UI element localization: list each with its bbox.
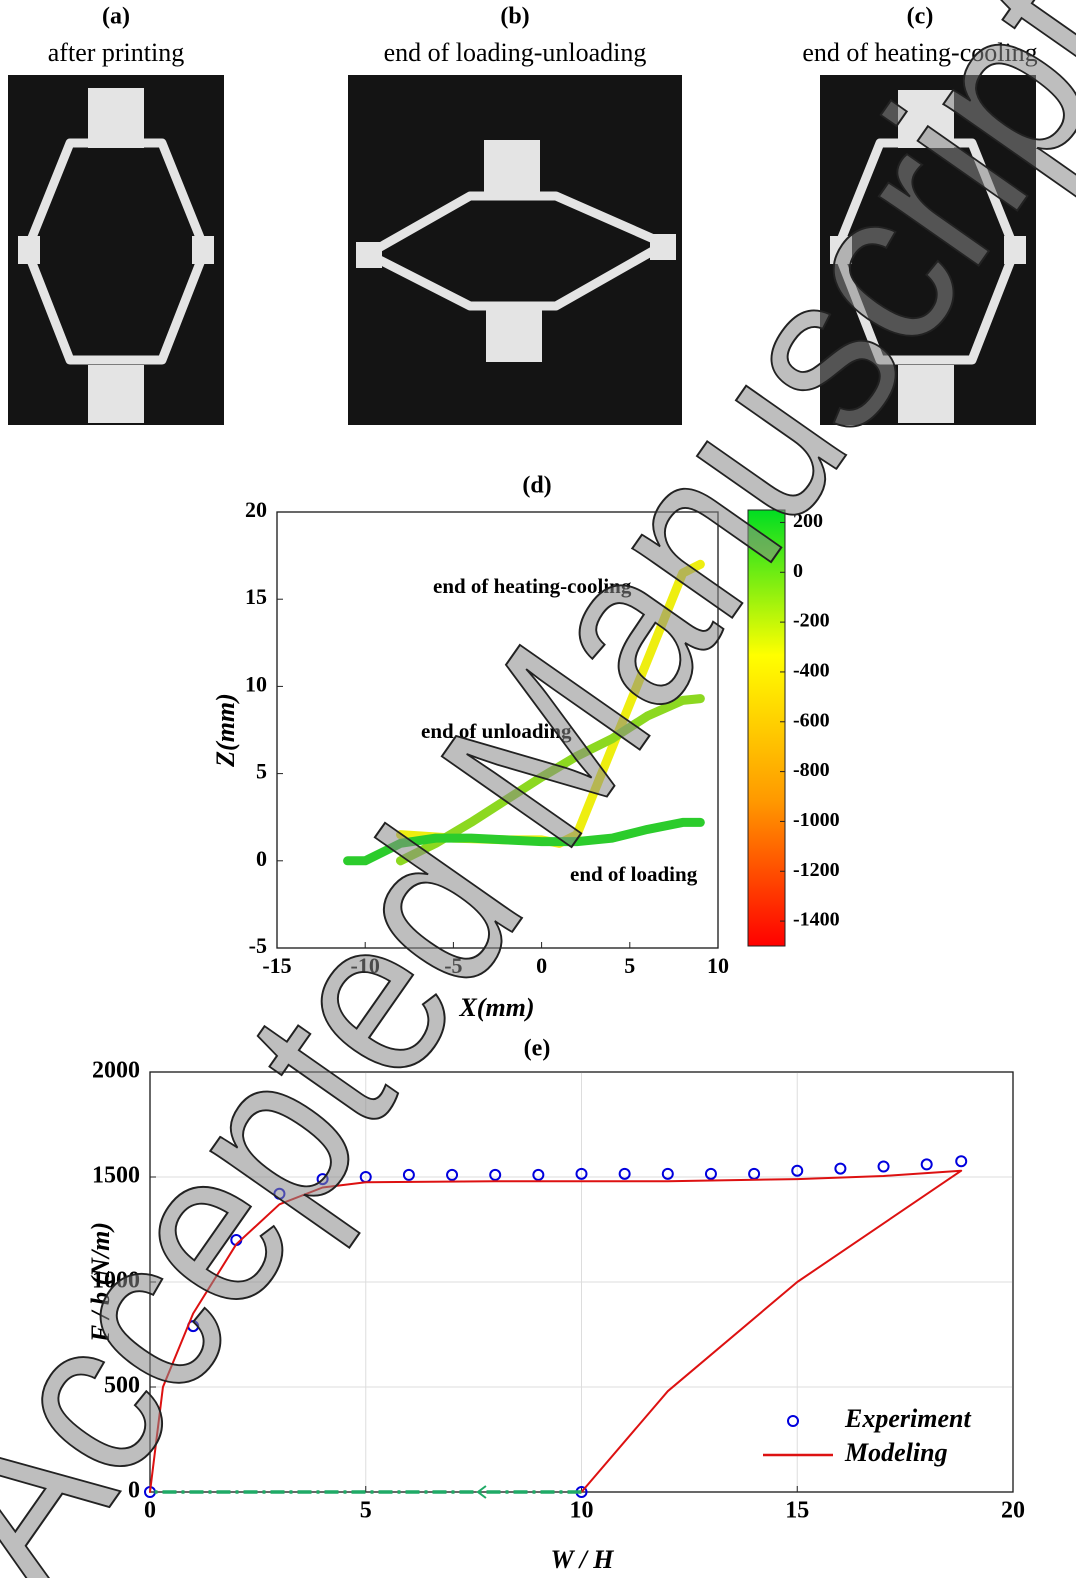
data-point [877, 1160, 890, 1173]
panel-caption: end of heating-cooling [802, 38, 1037, 67]
y-axis-label: F / b (N/m) [86, 1222, 115, 1343]
y-tick-label: 0 [128, 1478, 140, 1504]
data-point [955, 1155, 968, 1168]
data-point [791, 1164, 804, 1177]
chart-title: (e) [524, 1036, 551, 1062]
y-axis-label: Z(mm) [211, 693, 240, 768]
x-tick-label: -15 [262, 953, 291, 978]
data-point [661, 1167, 674, 1180]
data-line [149, 1169, 963, 1493]
colorbar-tick-label: -400 [793, 660, 830, 682]
data-point [618, 1167, 631, 1180]
x-tick-label: 10 [570, 1498, 594, 1524]
y-tick-label: 10 [245, 671, 267, 696]
data-point [834, 1162, 847, 1175]
data-point [316, 1173, 329, 1186]
legend-label: Modeling [844, 1438, 948, 1467]
colorbar-tick-label: -1400 [793, 909, 840, 931]
annotation: end of heating-cooling [433, 574, 632, 598]
annotation: end of loading [570, 862, 698, 886]
data-line [343, 817, 705, 866]
data-line [395, 694, 705, 866]
data-point [532, 1168, 545, 1181]
panel-caption: end of loading-unloading [384, 38, 647, 67]
data-point [704, 1167, 717, 1180]
x-tick-label: 0 [536, 953, 547, 978]
colorbar-tick-label: -600 [793, 709, 830, 731]
panel-label: (a) [102, 4, 130, 30]
plot-area [276, 511, 719, 949]
photo [8, 75, 224, 425]
photo [820, 75, 1036, 425]
data-point [489, 1168, 502, 1181]
colorbar-tick-label: -1000 [793, 809, 840, 831]
data-point [402, 1168, 415, 1181]
y-tick-label: -5 [249, 933, 267, 958]
x-axis-label: X(mm) [458, 993, 534, 1022]
x-tick-label: 0 [144, 1498, 156, 1524]
x-tick-label: 15 [785, 1498, 809, 1524]
data-point [920, 1158, 933, 1171]
colorbar-tick-label: -800 [793, 759, 830, 781]
panel-label: (b) [500, 4, 529, 30]
x-tick-label: 5 [360, 1498, 372, 1524]
data-point [446, 1168, 459, 1181]
x-axis-label: W / H [550, 1545, 614, 1574]
annotation: end of unloading [421, 719, 572, 743]
x-tick-label: -10 [351, 953, 380, 978]
plots: -15 -10 -5 0 5 10 -5 0 5 10 15 20 (d) X(mm) Z(mm) end o… [86, 473, 1025, 1574]
y-tick-label: 1000 [92, 1268, 140, 1294]
colorbar [747, 509, 786, 947]
data-point [575, 1167, 588, 1180]
colorbar-tick-label: 0 [793, 560, 803, 582]
plot-frame [276, 511, 719, 949]
y-tick-label: 0 [256, 846, 267, 871]
panel-caption: after printing [48, 38, 184, 67]
x-tick-label: 20 [1001, 1498, 1025, 1524]
x-tick-label: 10 [707, 953, 729, 978]
y-tick-label: 15 [245, 584, 267, 609]
arrow-head [476, 1485, 487, 1499]
photo [348, 75, 682, 425]
y-tick-label: 20 [245, 497, 267, 522]
y-tick-label: 500 [104, 1373, 140, 1399]
panel-label: (c) [907, 4, 934, 30]
y-tick-label: 1500 [92, 1163, 140, 1189]
legend-marker [787, 1415, 799, 1427]
y-tick-label: 2000 [92, 1058, 140, 1084]
chart-title: (d) [522, 473, 551, 499]
data-point [273, 1187, 286, 1200]
x-tick-label: -5 [444, 953, 462, 978]
legend-label: Experiment [844, 1404, 971, 1433]
y-tick-label: 5 [256, 759, 267, 784]
colorbar-tick-label: -200 [793, 610, 830, 632]
colorbar-tick-label: 200 [793, 510, 823, 532]
colorbar-tick-label: -1200 [793, 859, 840, 881]
x-tick-label: 5 [624, 953, 635, 978]
